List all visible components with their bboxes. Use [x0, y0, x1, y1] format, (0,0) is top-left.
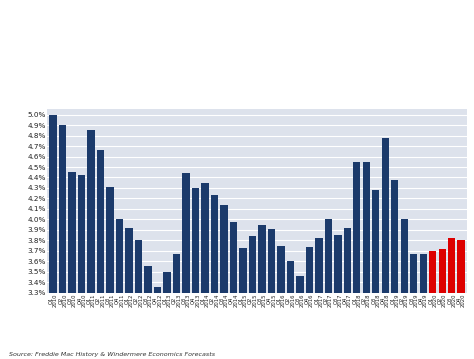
Bar: [410, 254, 418, 359]
Bar: [78, 176, 85, 359]
Bar: [382, 138, 389, 359]
Bar: [68, 172, 76, 359]
Bar: [144, 266, 152, 359]
Bar: [352, 46, 359, 63]
Bar: [220, 205, 228, 359]
Bar: [116, 219, 123, 359]
Bar: [419, 254, 427, 359]
Bar: [201, 183, 209, 359]
Bar: [344, 228, 351, 359]
Bar: [182, 173, 190, 359]
Text: Source: Freddie Mac History & Windermere Economics Forecasts: Source: Freddie Mac History & Windermere…: [9, 352, 216, 357]
Bar: [59, 125, 66, 359]
Bar: [192, 188, 199, 359]
Bar: [239, 248, 246, 359]
Text: Forecast: Forecast: [14, 56, 126, 76]
Bar: [315, 238, 322, 359]
Text: (Avg. 30 Year): (Avg. 30 Year): [135, 56, 237, 71]
Bar: [362, 46, 370, 83]
Bar: [306, 247, 313, 359]
Bar: [249, 236, 256, 359]
Bar: [287, 261, 294, 359]
Bar: [448, 238, 456, 359]
Bar: [363, 162, 370, 359]
Text: Mortgage Rate: Mortgage Rate: [14, 10, 195, 30]
Bar: [334, 235, 342, 359]
Bar: [154, 287, 161, 359]
Bar: [87, 130, 95, 359]
Bar: [277, 246, 284, 359]
Bar: [372, 190, 380, 359]
Bar: [401, 219, 408, 359]
Bar: [258, 225, 265, 359]
Bar: [353, 162, 361, 359]
Bar: [106, 187, 114, 359]
Bar: [173, 254, 180, 359]
Bar: [438, 249, 446, 359]
Bar: [391, 180, 399, 359]
Bar: [341, 46, 349, 73]
Bar: [163, 272, 171, 359]
Bar: [97, 150, 104, 359]
Bar: [135, 240, 142, 359]
Bar: [325, 219, 332, 359]
Bar: [457, 240, 465, 359]
Bar: [268, 229, 275, 359]
Bar: [125, 228, 133, 359]
Bar: [230, 223, 237, 359]
Text: Economics: Economics: [400, 55, 460, 65]
Bar: [429, 251, 437, 359]
Bar: [49, 115, 57, 359]
Bar: [211, 195, 218, 359]
Bar: [296, 276, 303, 359]
Text: WINDERMERE: WINDERMERE: [411, 25, 460, 30]
